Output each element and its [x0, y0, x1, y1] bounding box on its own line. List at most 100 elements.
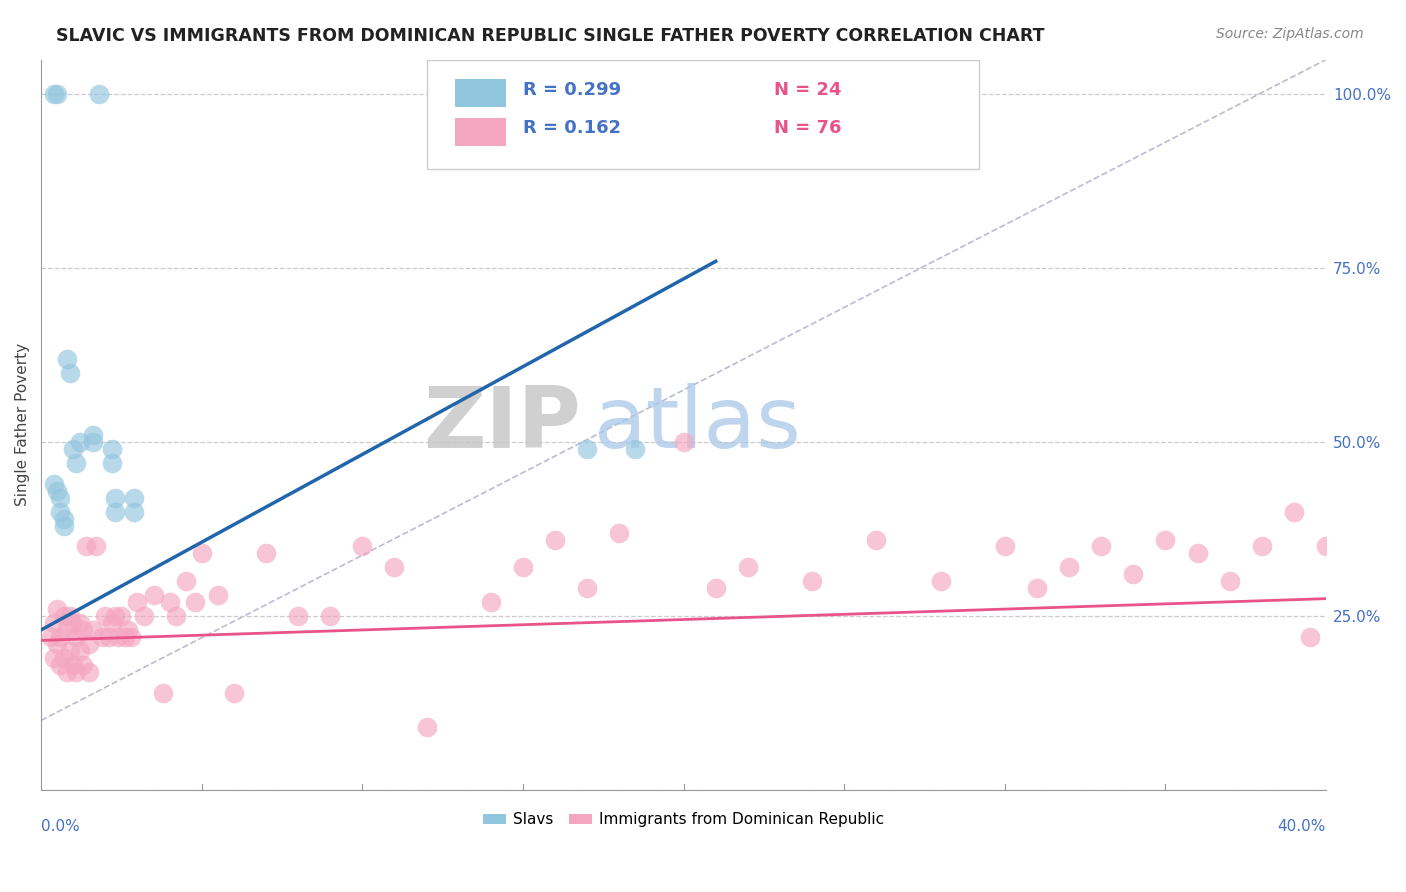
Text: ZIP: ZIP: [423, 384, 581, 467]
Point: [110, 609, 132, 624]
Point: [1219, 574, 1241, 589]
Point: [69, 644, 91, 658]
Text: 0.0%: 0.0%: [41, 819, 80, 834]
Point: [184, 595, 207, 609]
Point: [127, 595, 149, 609]
Point: [384, 560, 406, 574]
FancyBboxPatch shape: [426, 60, 979, 169]
Point: [672, 435, 695, 450]
Point: [56, 351, 79, 366]
Point: [1122, 567, 1144, 582]
Point: [94, 609, 117, 624]
Point: [65, 665, 87, 679]
Point: [49, 505, 72, 519]
Text: N = 76: N = 76: [773, 119, 841, 136]
Point: [46, 602, 69, 616]
Point: [1250, 540, 1272, 554]
Point: [46, 87, 69, 102]
Text: N = 24: N = 24: [773, 81, 841, 99]
Point: [82, 428, 104, 442]
Point: [152, 685, 174, 699]
Point: [84, 540, 107, 554]
Point: [159, 595, 181, 609]
Point: [1282, 505, 1305, 519]
Point: [56, 665, 79, 679]
Point: [59, 609, 82, 624]
Point: [62, 442, 84, 456]
Point: [1026, 581, 1049, 595]
Point: [1299, 630, 1322, 644]
Point: [544, 533, 567, 547]
Point: [254, 546, 277, 560]
Point: [929, 574, 952, 589]
Point: [46, 637, 69, 651]
Point: [737, 560, 759, 574]
Point: [607, 525, 630, 540]
FancyBboxPatch shape: [456, 118, 506, 145]
Point: [994, 540, 1017, 554]
FancyBboxPatch shape: [456, 79, 506, 107]
Point: [801, 574, 824, 589]
Point: [479, 595, 502, 609]
Point: [97, 630, 120, 644]
Point: [104, 505, 127, 519]
Point: [207, 588, 229, 602]
Point: [59, 366, 82, 380]
Point: [101, 456, 124, 470]
Point: [222, 685, 245, 699]
Point: [104, 491, 127, 505]
Point: [72, 657, 94, 672]
Legend: Slavs, Immigrants from Dominican Republic: Slavs, Immigrants from Dominican Republi…: [477, 806, 890, 833]
Point: [56, 623, 79, 637]
Point: [1187, 546, 1209, 560]
Point: [91, 630, 114, 644]
Point: [120, 630, 142, 644]
Point: [1154, 533, 1177, 547]
Text: R = 0.299: R = 0.299: [523, 81, 621, 99]
Point: [415, 720, 437, 734]
Point: [132, 609, 155, 624]
Point: [174, 574, 197, 589]
Point: [42, 650, 65, 665]
Point: [65, 630, 87, 644]
Text: 40.0%: 40.0%: [1278, 819, 1326, 834]
Y-axis label: Single Father Poverty: Single Father Poverty: [15, 343, 30, 507]
Point: [62, 615, 84, 630]
Point: [117, 623, 139, 637]
Point: [52, 511, 75, 525]
Point: [52, 518, 75, 533]
Point: [319, 609, 342, 624]
Point: [101, 442, 124, 456]
Point: [1090, 540, 1112, 554]
Point: [165, 609, 187, 624]
Point: [87, 87, 110, 102]
Point: [69, 435, 91, 450]
Text: Source: ZipAtlas.com: Source: ZipAtlas.com: [1216, 27, 1364, 41]
Point: [576, 442, 599, 456]
Point: [576, 581, 599, 595]
Point: [82, 435, 104, 450]
Point: [624, 442, 647, 456]
Point: [1057, 560, 1080, 574]
Point: [287, 609, 309, 624]
Point: [69, 615, 91, 630]
Point: [122, 505, 145, 519]
Point: [49, 491, 72, 505]
Point: [59, 644, 82, 658]
Point: [52, 609, 75, 624]
Point: [46, 483, 69, 498]
Point: [352, 540, 374, 554]
Point: [82, 623, 104, 637]
Point: [122, 491, 145, 505]
Point: [39, 630, 62, 644]
Point: [512, 560, 534, 574]
Point: [142, 588, 165, 602]
Point: [79, 665, 101, 679]
Point: [704, 581, 727, 595]
Point: [72, 623, 94, 637]
Point: [101, 615, 124, 630]
Point: [49, 630, 72, 644]
Point: [75, 540, 97, 554]
Point: [42, 615, 65, 630]
Point: [65, 456, 87, 470]
